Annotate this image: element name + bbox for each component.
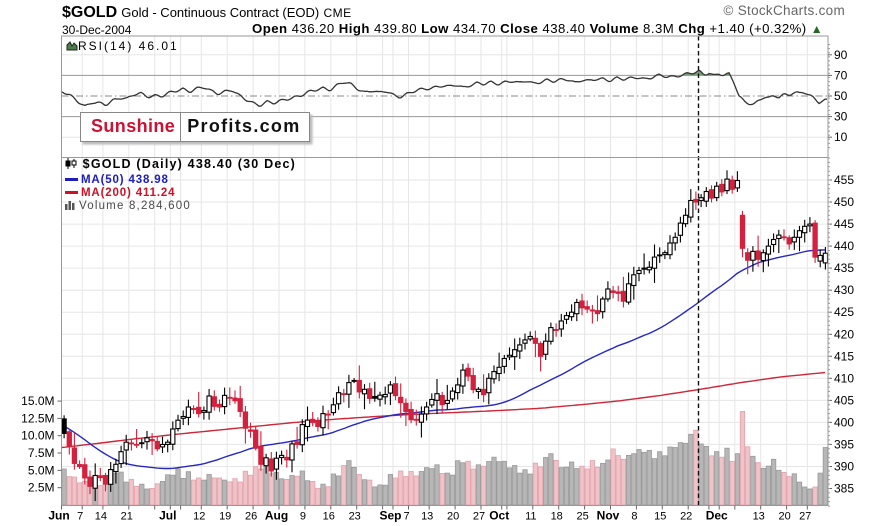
svg-text:405: 405	[834, 393, 854, 407]
svg-text:Dec: Dec	[706, 509, 728, 523]
svg-text:400: 400	[834, 415, 854, 429]
svg-text:30: 30	[834, 110, 848, 124]
svg-text:10: 10	[834, 130, 848, 144]
svg-text:27: 27	[799, 511, 811, 523]
svg-text:410: 410	[834, 371, 854, 385]
svg-text:440: 440	[834, 239, 854, 253]
svg-text:12.5M: 12.5M	[21, 411, 54, 425]
svg-text:445: 445	[834, 217, 854, 231]
svg-text:19: 19	[219, 511, 231, 523]
svg-text:Oct: Oct	[489, 509, 509, 523]
svg-text:Jul: Jul	[159, 509, 176, 523]
svg-text:415: 415	[834, 349, 854, 363]
svg-text:450: 450	[834, 195, 854, 209]
svg-text:15.0M: 15.0M	[21, 394, 54, 408]
svg-text:21: 21	[121, 511, 133, 523]
svg-text:25: 25	[576, 511, 588, 523]
svg-text:385: 385	[834, 482, 854, 496]
svg-text:455: 455	[834, 173, 854, 187]
svg-text:14: 14	[95, 511, 107, 523]
svg-text:Jun: Jun	[48, 509, 69, 523]
svg-text:11: 11	[525, 511, 536, 523]
svg-text:Sep: Sep	[379, 509, 401, 523]
svg-text:2.5M: 2.5M	[28, 481, 55, 495]
svg-text:70: 70	[834, 68, 848, 82]
svg-text:Nov: Nov	[597, 509, 620, 523]
svg-text:27: 27	[473, 511, 485, 523]
svg-text:7: 7	[77, 511, 83, 523]
svg-text:10.0M: 10.0M	[21, 429, 54, 443]
svg-text:23: 23	[349, 511, 361, 523]
svg-text:90: 90	[834, 48, 848, 62]
svg-text:12: 12	[193, 511, 205, 523]
svg-text:420: 420	[834, 327, 854, 341]
svg-text:435: 435	[834, 261, 854, 275]
svg-text:425: 425	[834, 305, 854, 319]
svg-text:13: 13	[421, 511, 433, 523]
svg-text:7.5M: 7.5M	[28, 446, 55, 460]
svg-text:Aug: Aug	[265, 509, 288, 523]
svg-text:20: 20	[778, 511, 790, 523]
svg-text:430: 430	[834, 283, 854, 297]
svg-text:20: 20	[447, 511, 459, 523]
svg-text:22: 22	[680, 511, 692, 523]
svg-text:5.0M: 5.0M	[28, 463, 55, 477]
svg-text:8: 8	[631, 511, 637, 523]
svg-text:16: 16	[323, 511, 335, 523]
svg-text:7: 7	[403, 511, 409, 523]
svg-text:18: 18	[551, 511, 563, 523]
svg-text:395: 395	[834, 437, 854, 451]
svg-text:15: 15	[654, 511, 666, 523]
svg-text:50: 50	[834, 89, 848, 103]
svg-text:26: 26	[245, 511, 257, 523]
svg-text:9: 9	[300, 511, 306, 523]
svg-text:390: 390	[834, 460, 854, 474]
svg-text:13: 13	[753, 511, 765, 523]
